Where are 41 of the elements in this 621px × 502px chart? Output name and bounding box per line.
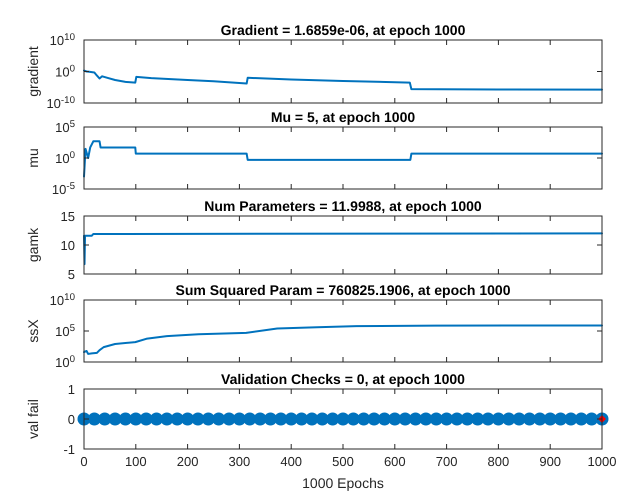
y-tick-label: 5	[68, 267, 75, 282]
chart-title: Gradient = 1.6859e-06, at epoch 1000	[220, 22, 466, 38]
y-axis-title: ssX	[25, 318, 41, 343]
y-tick-label: 10$^{10}$	[50, 292, 76, 308]
y-tick-label: 10$^{0}$	[55, 63, 76, 80]
x-tick-label: 1000	[588, 454, 616, 469]
y-tick-label: 10$^{0}$	[55, 150, 76, 166]
y-axis-title: gradient	[25, 46, 41, 97]
chart-title: Mu = 5, at epoch 1000	[270, 109, 416, 125]
y-axis-title: mu	[25, 148, 41, 168]
y-tick-label: 10$^{-5}$	[52, 180, 76, 197]
y-tick-label: 10$^{0}$	[55, 354, 76, 370]
x-tick-label: 800	[488, 454, 510, 469]
y-tick-label: -1	[63, 442, 75, 457]
line-series	[83, 70, 603, 91]
y-tick-label: 1	[68, 382, 75, 397]
y-tick-label: 10$^{5}$	[55, 118, 76, 135]
y-tick-label: 0	[68, 412, 75, 427]
line-series	[83, 324, 603, 355]
chart-title: Sum Squared Param = 760825.1906, at epoch 1000	[175, 282, 511, 298]
x-tick-label: 200	[176, 454, 198, 469]
chart-title: Num Parameters = 11.9988, at epoch 1000	[204, 198, 482, 214]
y-axis-title: gamk	[25, 226, 41, 262]
chart-title: Validation Checks = 0, at epoch 1000	[221, 371, 466, 387]
y-tick-label: 10$^{-10}$	[46, 94, 76, 111]
x-tick-label: 500	[332, 454, 354, 469]
line-series	[83, 232, 603, 266]
x-tick-label: 300	[228, 454, 250, 469]
x-tick-label: 900	[539, 454, 562, 469]
x-tick-label: 100	[124, 454, 147, 469]
y-tick-label: 10$^{5}$	[55, 322, 76, 339]
x-axis-title: 1000 Epochs	[302, 475, 384, 491]
x-tick-label: 0	[80, 454, 88, 469]
y-tick-label: 10$^{10}$	[50, 32, 76, 48]
x-tick-label: 600	[384, 454, 406, 469]
line-series	[83, 140, 603, 178]
x-tick-label: 400	[280, 454, 302, 469]
x-tick-label: 700	[436, 454, 458, 469]
y-tick-label: 15	[60, 209, 75, 224]
y-axis-title: val fail	[25, 399, 41, 439]
y-tick-label: 10	[60, 238, 75, 253]
